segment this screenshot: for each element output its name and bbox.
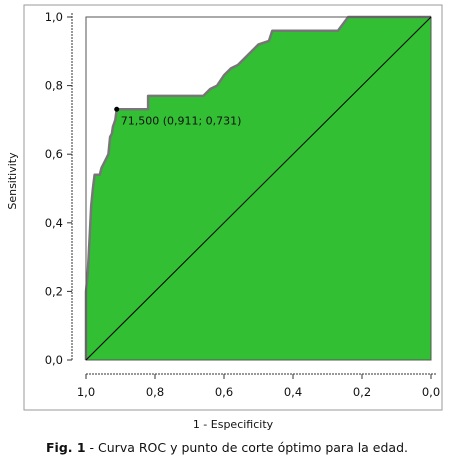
x-tick-label: 0,8 <box>146 385 164 399</box>
cutoff-point <box>114 106 120 112</box>
y-tick-label: 0,2 <box>45 284 63 298</box>
cutoff-annotation: 71,500 (0,911; 0,731) <box>121 114 242 127</box>
x-tick-label: 0,0 <box>422 385 440 399</box>
plot-border <box>85 16 432 361</box>
y-tick-label: 0,4 <box>45 216 63 230</box>
x-axis-label: 1 - Especificity <box>193 418 274 431</box>
caption-prefix: Fig. 1 <box>46 440 86 455</box>
x-tick-label: 1,0 <box>77 385 95 399</box>
x-tick-label: 0,4 <box>284 385 302 399</box>
x-tick-label: 0,2 <box>353 385 371 399</box>
reference-diagonal <box>85 16 432 361</box>
y-tick-label: 0,6 <box>45 147 63 161</box>
caption-text: - Curva ROC y punto de corte óptimo para… <box>85 440 408 455</box>
roc-curve-line <box>84 15 431 360</box>
outer-frame <box>23 4 443 411</box>
y-tick-label: 0,8 <box>45 79 63 93</box>
y-tick-label: 1,0 <box>45 10 63 24</box>
figure-caption: Fig. 1 - Curva ROC y punto de corte ópti… <box>0 440 454 455</box>
y-axis-label: Sensitivity <box>6 152 19 210</box>
x-tick-label: 0,6 <box>215 385 233 399</box>
y-tick-label: 0,0 <box>45 353 63 367</box>
